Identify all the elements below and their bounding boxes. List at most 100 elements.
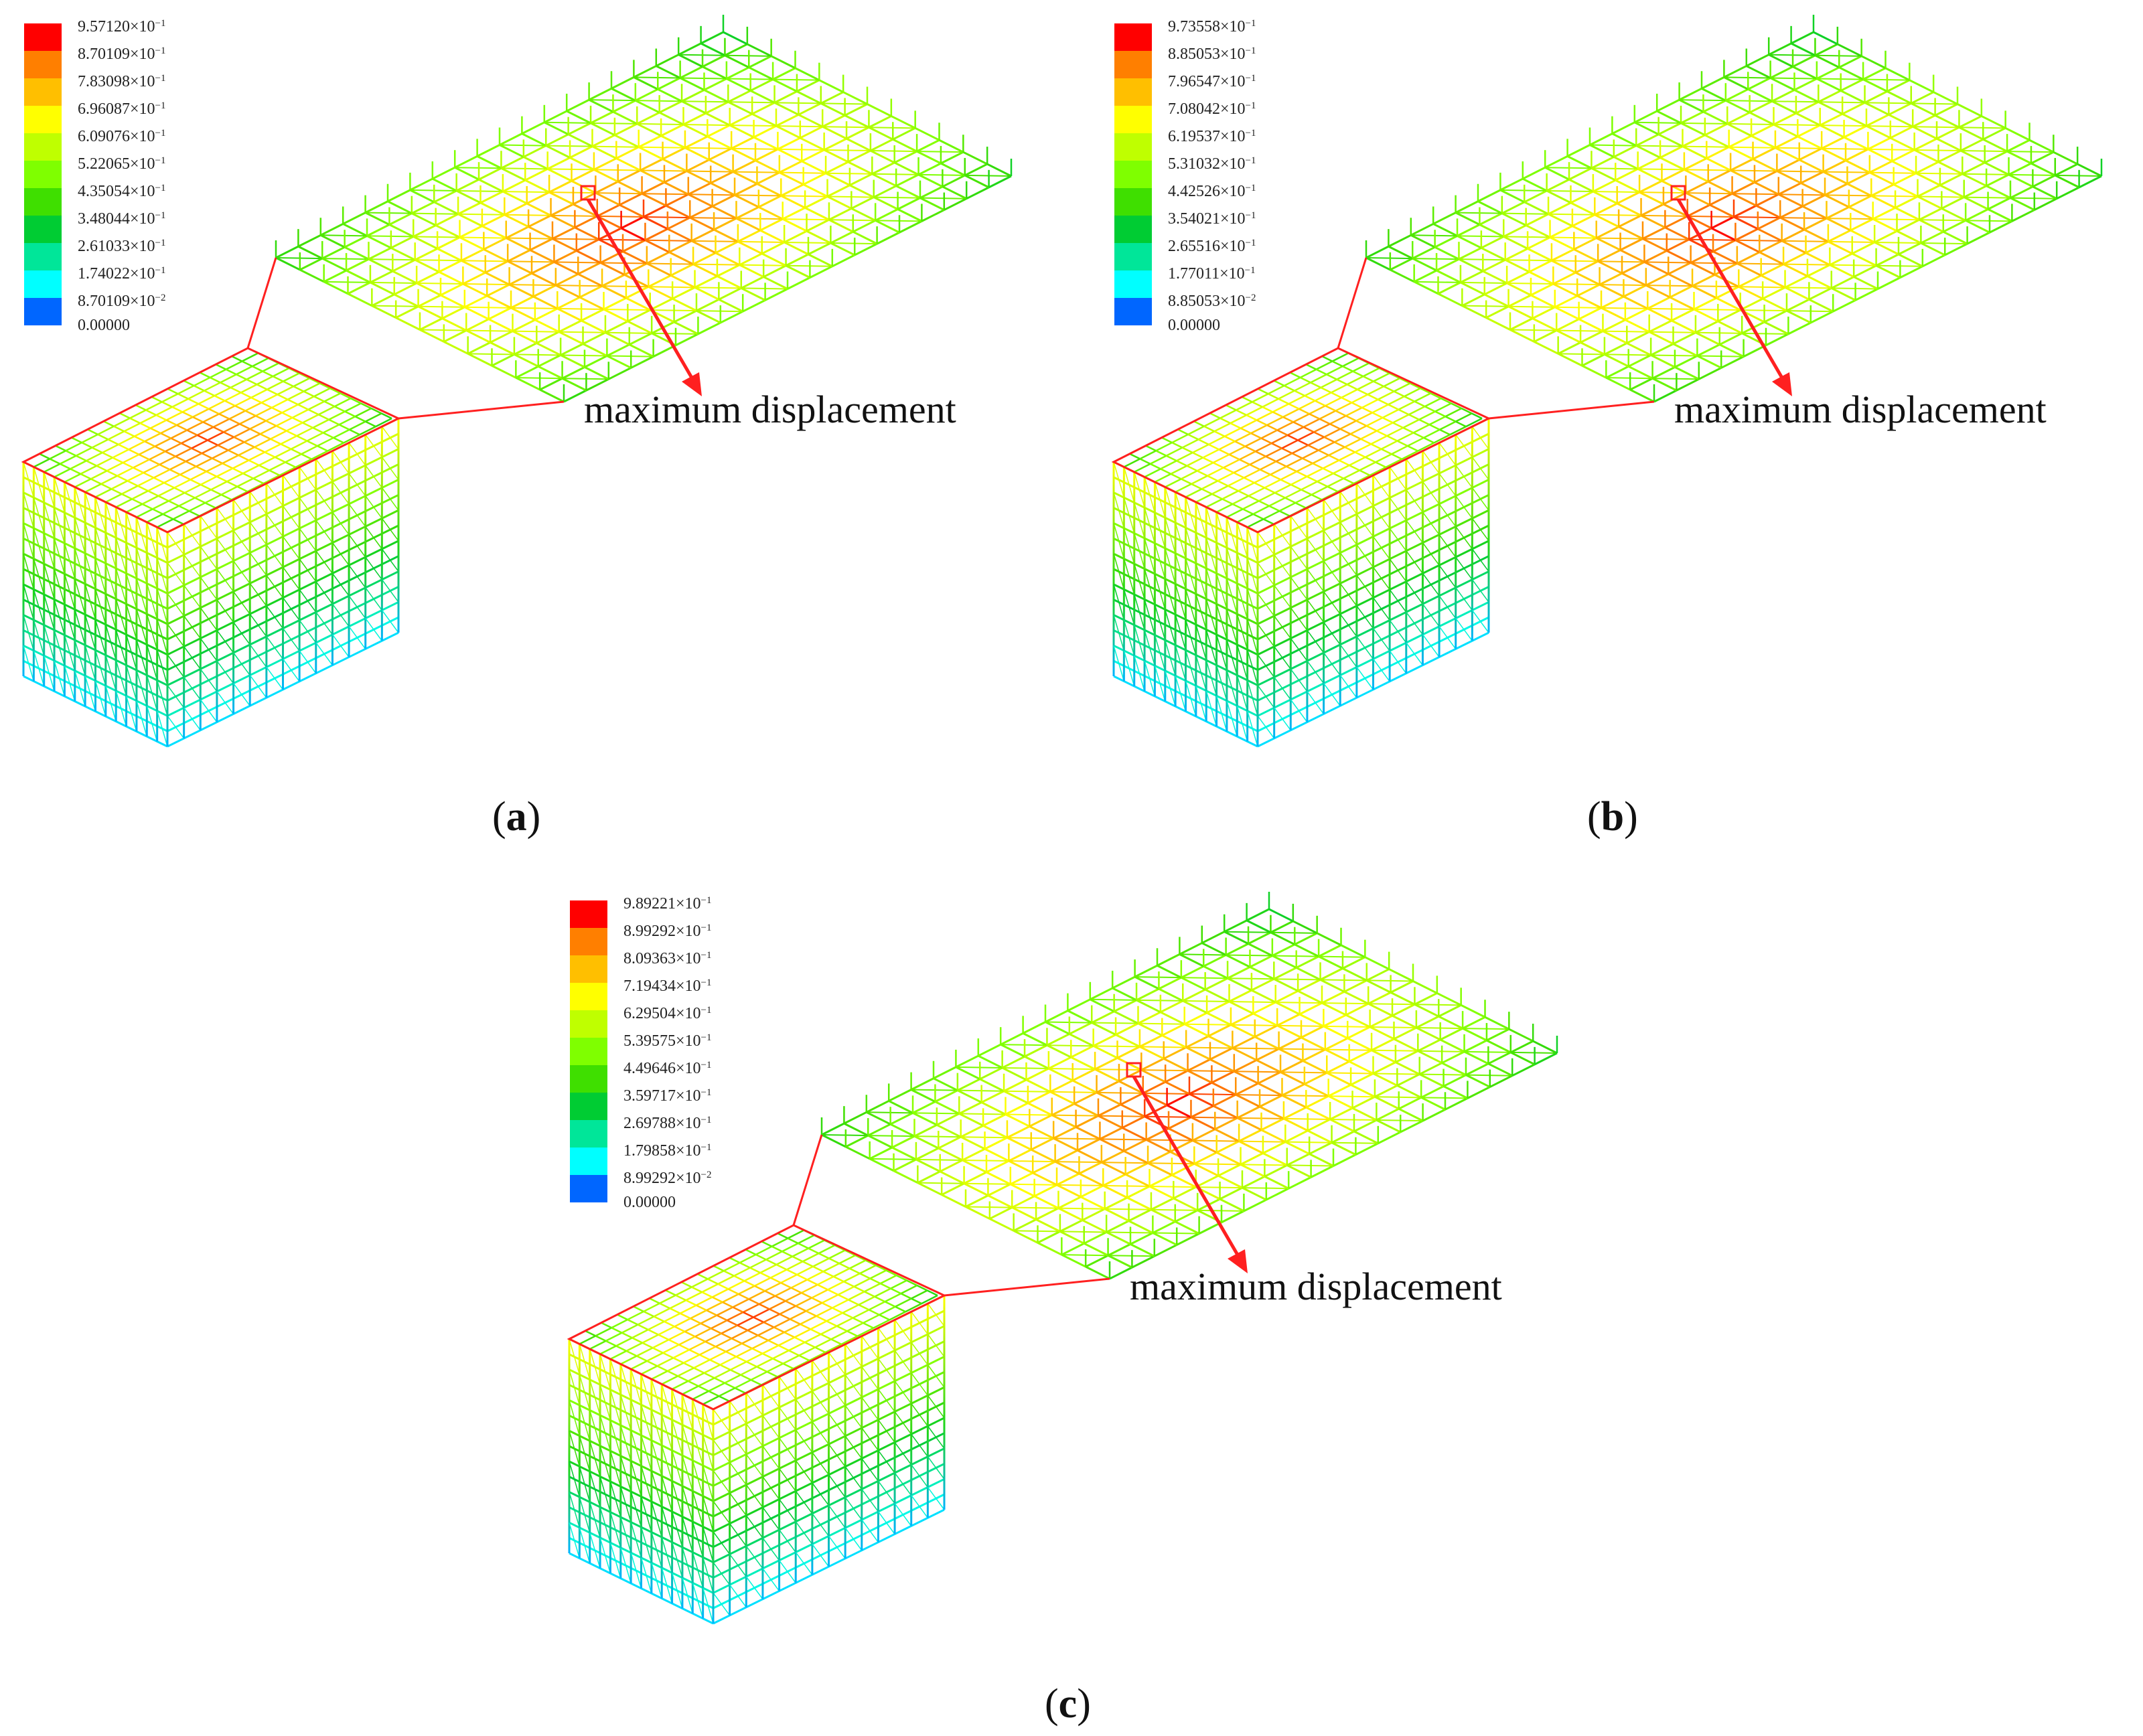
top-bar (1352, 362, 1370, 372)
top-bar (1276, 429, 1288, 437)
plate-bar (1126, 1196, 1152, 1211)
plate-bar (1693, 297, 1717, 311)
legend-label: 4.42526×10−1 (1168, 180, 1256, 200)
plate-bar (1701, 87, 1726, 102)
top-bar (1302, 457, 1313, 465)
lattice-diagonal (1372, 628, 1390, 651)
top-bar (749, 1259, 767, 1269)
top-bar (1310, 382, 1321, 389)
plate-bar (1234, 1059, 1257, 1073)
plate-bar (751, 112, 777, 127)
plate-bar (1650, 343, 1674, 356)
plate-bar (1080, 1184, 1104, 1198)
lattice-diagonal (1274, 584, 1291, 609)
top-bar (1197, 461, 1214, 472)
plate-bar (1154, 1244, 1177, 1257)
plate-bar (1302, 1048, 1326, 1062)
lattice-diagonal (1389, 497, 1407, 521)
lattice-diagonal (1205, 629, 1217, 665)
plate-bar (1818, 100, 1843, 115)
top-bar (262, 362, 279, 372)
top-bar (1161, 437, 1173, 444)
lattice-box (1112, 417, 1490, 748)
plate-bar (1351, 1095, 1376, 1109)
lattice-diagonal (282, 566, 300, 590)
plate-bar (686, 159, 710, 172)
plate-bar (772, 67, 796, 80)
legend-swatch (1114, 23, 1152, 51)
plate-bar (1366, 979, 1392, 994)
lattice-post (125, 512, 128, 726)
lattice-diagonal (282, 628, 300, 651)
plate-bar (753, 136, 779, 151)
top-bar (830, 1338, 842, 1345)
top-bar (766, 1370, 778, 1378)
plate-bar (1256, 1059, 1281, 1073)
top-bar (159, 463, 171, 471)
plate-bar (1501, 201, 1525, 215)
top-bar (727, 1320, 738, 1326)
plate-bar (1695, 331, 1720, 346)
lattice-diagonal (1422, 603, 1440, 627)
top-bar (247, 483, 265, 493)
plate-bar (910, 1077, 934, 1091)
plate-bar (482, 214, 505, 227)
top-bar (1301, 489, 1312, 496)
lattice-diagonal (216, 691, 234, 714)
top-bar (129, 417, 141, 424)
top-bar (808, 1239, 825, 1249)
top-bar (1344, 446, 1355, 453)
plate-bar (1936, 137, 1962, 152)
top-bar (738, 1285, 755, 1295)
plate-bar (1225, 943, 1249, 956)
top-bar (725, 1342, 743, 1353)
legend-label: 5.31032×10−1 (1168, 153, 1256, 172)
plate-bar (1960, 138, 1984, 152)
lattice-diagonal (216, 629, 234, 653)
lattice-diagonal (146, 644, 158, 681)
top-bar (185, 453, 202, 463)
top-bar (731, 1338, 743, 1344)
plate-bar (413, 236, 438, 250)
plate-bar (1347, 1026, 1371, 1040)
plate-bar (1738, 274, 1762, 288)
plate-bar (454, 166, 479, 181)
plate-bar (1828, 240, 1853, 255)
top-bar (194, 489, 212, 499)
plate-bar (1416, 1015, 1439, 1029)
plate-bar (1304, 1083, 1329, 1097)
top-bar (734, 1378, 751, 1389)
legend-label: 8.99292×10−2 (623, 1167, 712, 1186)
plate-bar (1137, 1022, 1163, 1036)
lattice-diagonal (828, 1505, 846, 1528)
top-bar (879, 1314, 890, 1321)
legend-label: 5.39575×10−1 (623, 1030, 712, 1049)
top-bar (757, 1326, 775, 1336)
lattice-diagonal (620, 1364, 632, 1400)
plate-bar (1489, 1075, 1513, 1088)
plate-bar (1398, 1096, 1422, 1110)
max-displacement-label: maximum displacement (1130, 1265, 1502, 1308)
plate-bar (871, 173, 897, 187)
top-bar (218, 413, 230, 420)
top-bar (794, 1336, 806, 1344)
lattice-post (1339, 491, 1341, 706)
top-bar (683, 1354, 700, 1364)
lattice-diagonal (200, 607, 218, 631)
top-bar (76, 447, 93, 457)
plate-bar (1640, 203, 1664, 217)
plate-bar (601, 274, 625, 287)
legend-swatch (570, 1175, 607, 1202)
top-bar (322, 424, 340, 434)
plate-bar (1912, 114, 1936, 128)
lattice-post (589, 1349, 591, 1563)
top-bar (100, 475, 118, 485)
plate-bar (1803, 217, 1828, 231)
plate-bar (1049, 1079, 1074, 1093)
plate-bar (1962, 173, 1987, 187)
lattice-diagonal (599, 1354, 611, 1390)
caption-open: ( (1045, 1681, 1059, 1727)
lattice-diagonal (702, 1496, 714, 1532)
top-bar (1291, 453, 1303, 459)
plate-bar (1115, 1034, 1140, 1048)
